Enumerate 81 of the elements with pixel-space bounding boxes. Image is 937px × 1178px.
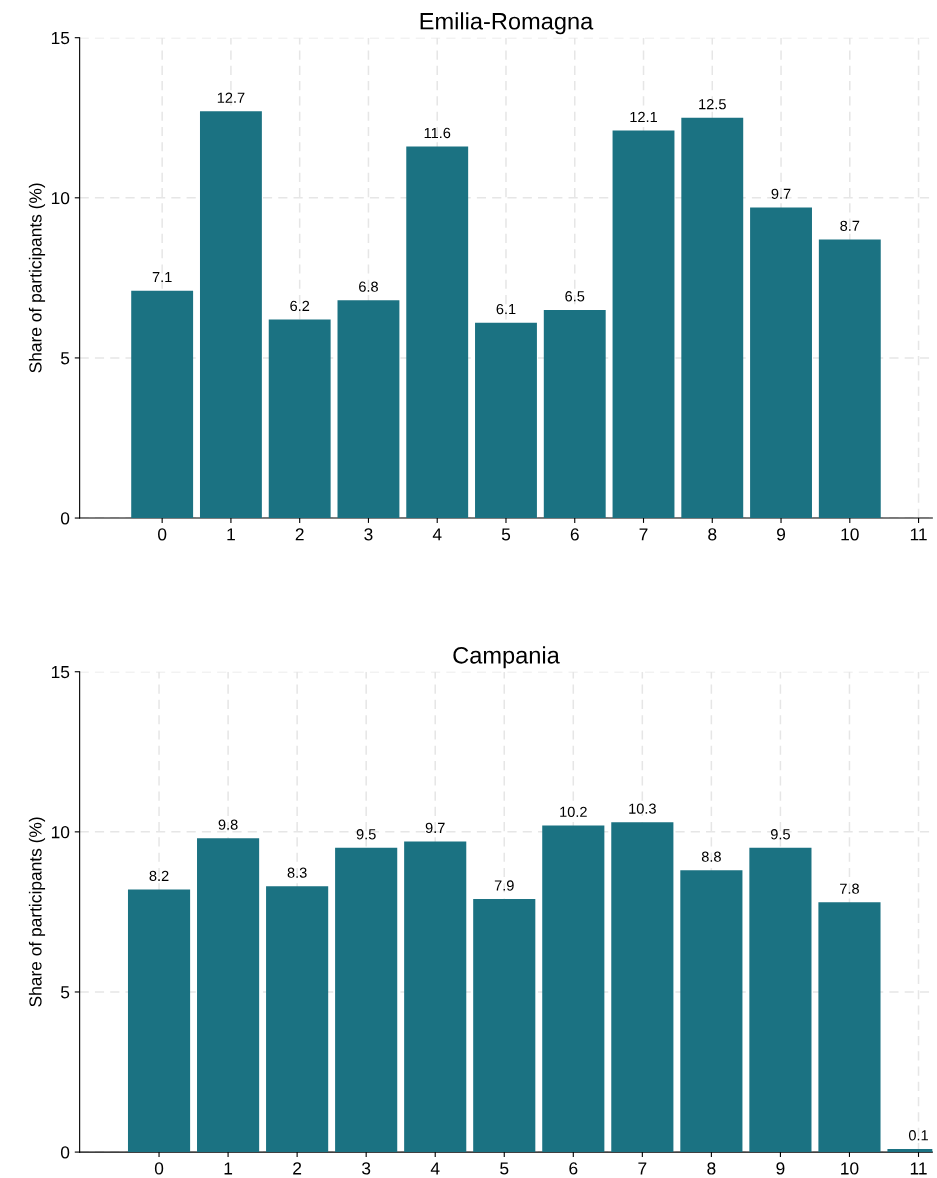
data-label: 10.3	[629, 803, 656, 814]
x-tick-label: 6	[570, 528, 579, 541]
bar	[473, 899, 536, 1153]
bar	[131, 290, 194, 519]
chart-title: Emilia-Romagna	[420, 12, 594, 35]
data-label: 9.7	[425, 822, 445, 834]
y-tick-label: 0	[60, 1146, 70, 1159]
data-label: 8.7	[840, 220, 860, 231]
x-tick-label: 6	[569, 1162, 578, 1175]
data-label: 8.3	[287, 867, 307, 878]
data-label: 8.2	[149, 870, 169, 882]
bar	[818, 239, 881, 519]
bar	[199, 111, 262, 519]
bar	[197, 838, 260, 1153]
x-tick-label: 9	[777, 528, 786, 541]
x-tick-label: 2	[295, 528, 304, 541]
x-tick-label: 1	[227, 528, 235, 541]
x-tick-label: 5	[501, 528, 511, 541]
x-tick-label: 7	[638, 1162, 647, 1175]
x-tick-label: 4	[432, 528, 442, 541]
x-tick-label: 11	[910, 528, 927, 541]
bar	[127, 889, 191, 1153]
y-tick-label: 5	[60, 986, 70, 999]
data-label: 9.7	[771, 188, 791, 199]
data-label: 0.1	[908, 1130, 928, 1141]
x-tick-label: 3	[362, 1162, 371, 1175]
x-tick-label: 10	[841, 1162, 859, 1175]
x-tick-label: 9	[776, 1162, 785, 1175]
data-label: 7.1	[152, 272, 172, 283]
y-tick-label: 10	[51, 826, 70, 839]
bar	[337, 300, 400, 519]
bar	[543, 309, 606, 519]
y-tick-label: 0	[60, 512, 70, 525]
bar	[680, 870, 743, 1153]
x-tick-label: 8	[707, 1162, 716, 1175]
bar	[404, 841, 467, 1153]
data-label: 7.9	[494, 880, 514, 891]
data-label: 10.2	[560, 806, 587, 818]
bar	[475, 322, 537, 519]
bar	[542, 825, 605, 1153]
x-tick-label: 2	[293, 1162, 302, 1175]
bar	[818, 902, 881, 1153]
bar	[268, 319, 331, 519]
x-tick-label: 0	[158, 528, 167, 541]
data-label: 12.5	[699, 98, 726, 110]
x-tick-label: 3	[364, 528, 373, 541]
data-label: 9.5	[356, 829, 376, 840]
bar	[750, 207, 812, 519]
data-label: 11.6	[424, 127, 451, 139]
data-label: 6.8	[359, 281, 378, 292]
bar	[335, 847, 398, 1153]
x-tick-label: 7	[639, 528, 648, 541]
x-tick-label: 5	[500, 1162, 509, 1175]
y-tick-label: 5	[60, 352, 70, 365]
bar	[611, 822, 674, 1153]
x-tick-label: 0	[154, 1162, 164, 1175]
x-tick-label: 11	[910, 1162, 927, 1175]
y-axis-title: Share of participants (%)	[28, 183, 46, 373]
x-tick-label: 1	[224, 1162, 233, 1175]
y-axis-title: Share of participants (%)	[28, 817, 46, 1007]
chart-title: Campania	[453, 646, 560, 669]
x-tick-label: 4	[430, 1162, 440, 1175]
bar	[406, 146, 469, 519]
data-label: 8.8	[701, 851, 721, 862]
y-tick-label: 10	[51, 191, 70, 205]
data-label: 9.5	[770, 829, 790, 840]
x-tick-label: 10	[841, 528, 859, 541]
data-label: 6.5	[565, 291, 585, 302]
data-label: 12.7	[217, 92, 245, 103]
data-label: 9.8	[218, 819, 238, 830]
data-label: 7.8	[840, 883, 859, 894]
bar	[749, 847, 812, 1153]
bar	[266, 886, 329, 1153]
y-tick-label: 15	[51, 32, 70, 45]
data-label: 12.1	[630, 111, 657, 122]
bar	[681, 117, 744, 519]
data-label: 6.2	[290, 300, 310, 312]
data-label: 6.1	[496, 303, 516, 315]
bar	[612, 130, 675, 519]
x-tick-label: 8	[708, 528, 717, 541]
y-tick-label: 15	[51, 666, 70, 679]
